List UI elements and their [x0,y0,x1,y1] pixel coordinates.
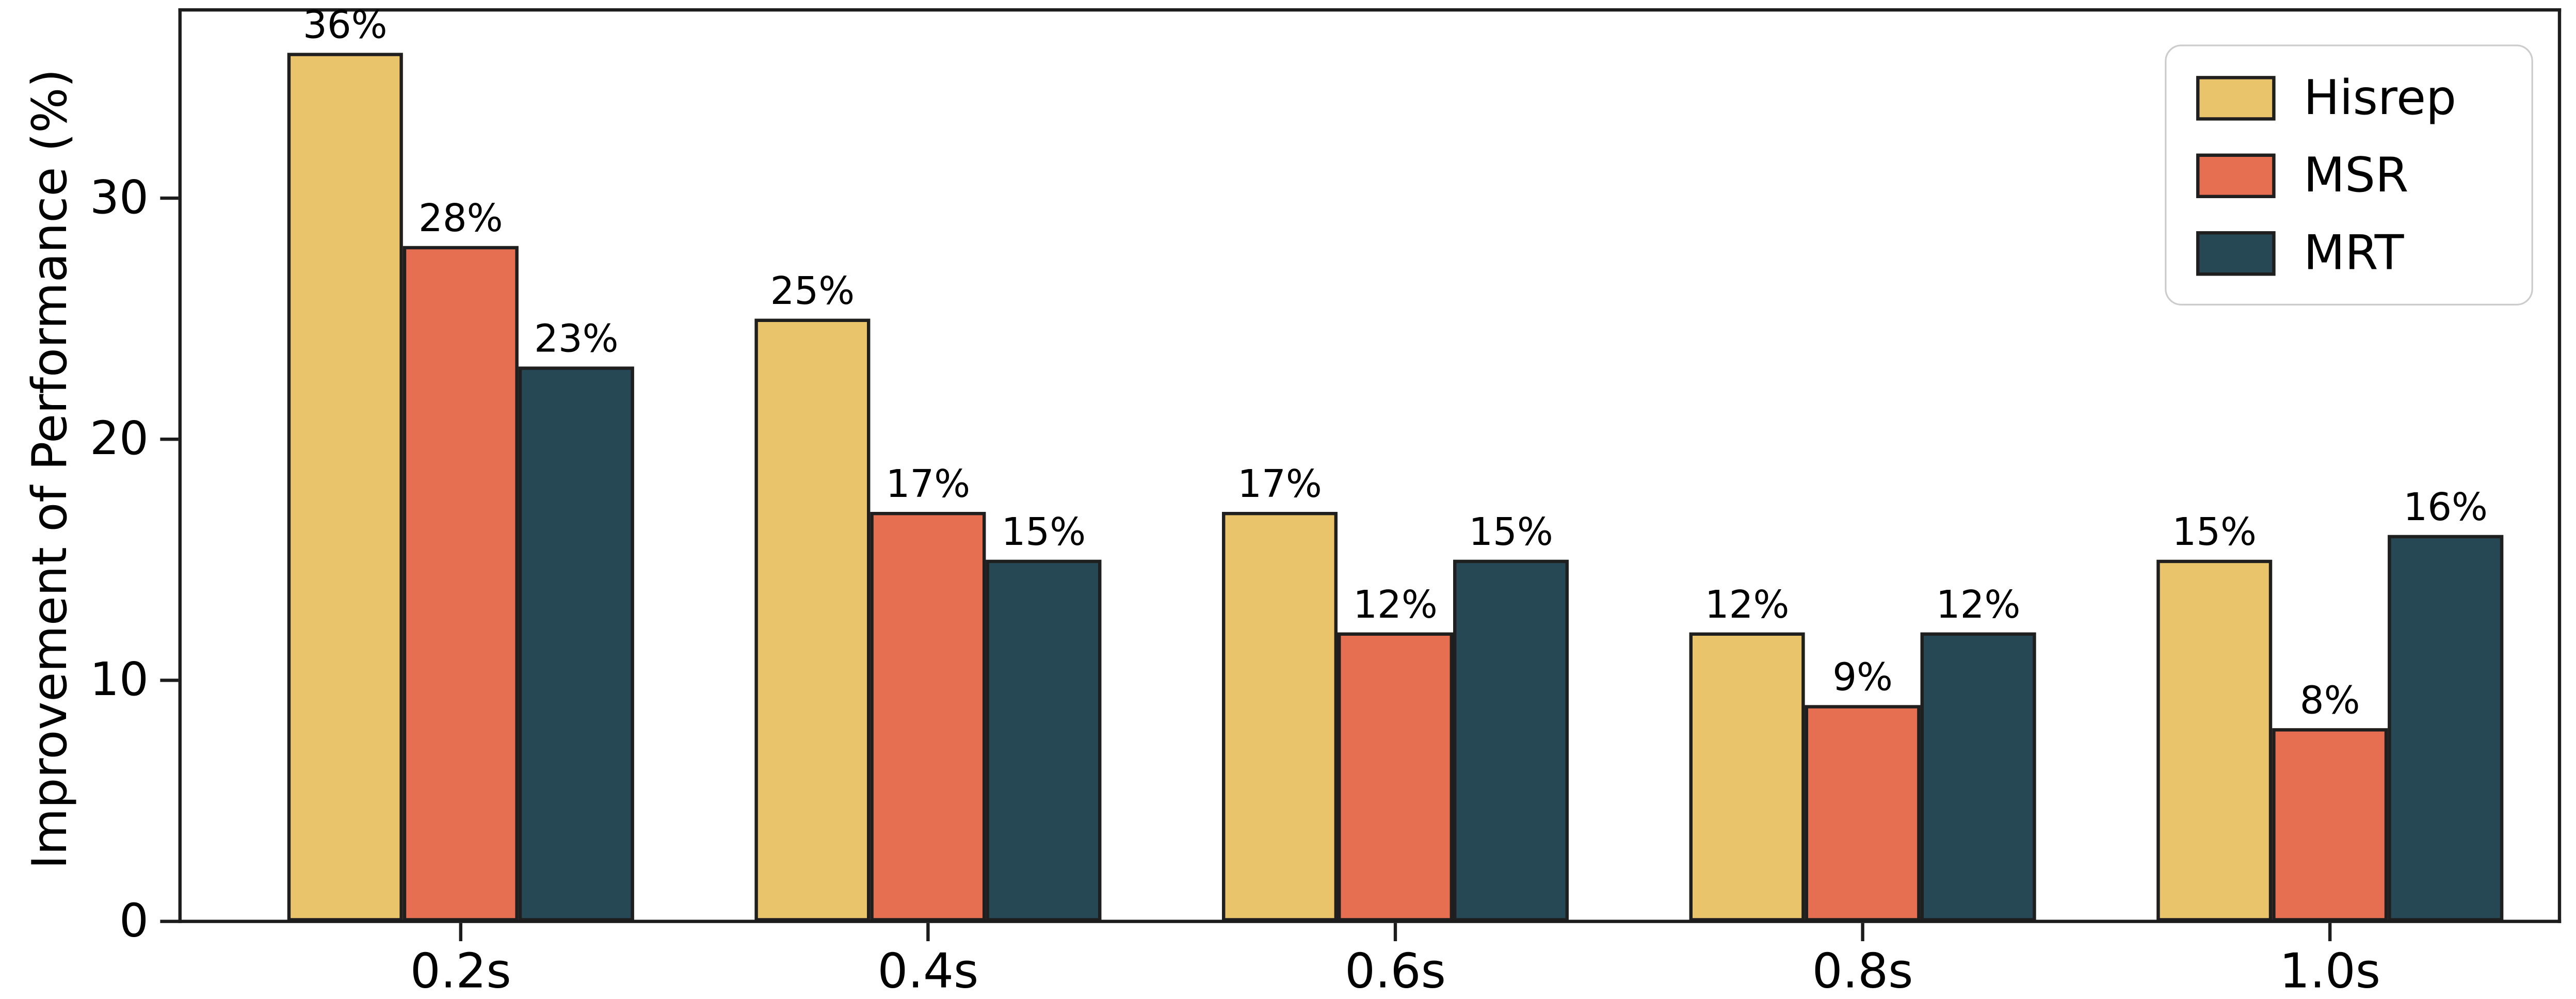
y-tick [160,437,179,441]
legend-item: MRT [2196,226,2502,279]
y-tick-label: 10 [89,652,149,707]
x-tick-label: 1.0s [2279,943,2381,999]
bar-value-label: 15% [1001,511,1086,555]
legend-swatch [2196,75,2276,120]
bar-value-label: 15% [1469,511,1553,555]
x-tick [1860,923,1865,941]
bar-mrt-1.0s [2388,535,2504,922]
bar-hisrep-0.2s [287,53,403,922]
y-axis-title: Improvement of Performance (%) [21,69,78,869]
bar-value-label: 12% [1353,584,1438,627]
y-tick [160,196,179,200]
bar-value-label: 23% [534,319,619,362]
bar-value-label: 8% [2299,680,2360,724]
x-tick [2328,923,2332,941]
bar-hisrep-0.8s [1689,632,1805,922]
x-tick [926,923,930,941]
bar-value-label: 12% [1936,584,2021,627]
y-tick-label: 30 [89,170,149,224]
legend-item: Hisrep [2196,71,2502,124]
bar-msr-0.2s [403,246,519,922]
y-tick-label: 20 [89,411,149,466]
legend-label: Hisrep [2304,69,2457,126]
bar-mrt-0.2s [518,366,634,922]
bar-msr-0.4s [870,511,986,922]
y-tick [160,919,179,924]
bar-value-label: 28% [418,198,503,241]
bar-value-label: 25% [770,270,855,314]
bar-msr-0.6s [1338,632,1453,922]
bar-value-label: 15% [2172,511,2257,555]
spine-left [178,8,183,923]
legend-swatch [2196,153,2276,198]
bar-msr-1.0s [2272,728,2388,922]
bar-hisrep-1.0s [2156,559,2273,922]
x-tick-label: 0.4s [877,943,979,999]
y-tick-label: 0 [119,893,149,948]
bar-value-label: 12% [1704,584,1790,627]
x-tick [1393,923,1397,941]
bar-hisrep-0.6s [1222,511,1338,922]
spine-top [178,8,2562,12]
legend-label: MRT [2304,224,2404,281]
bar-value-label: 16% [2403,488,2488,531]
bar-hisrep-0.4s [754,318,871,922]
bar-mrt-0.4s [986,559,1102,922]
spine-right [2557,8,2562,923]
legend-label: MSR [2304,147,2409,203]
x-tick-label: 0.2s [410,943,511,999]
bar-value-label: 17% [1237,463,1322,507]
bar-value-label: 36% [303,5,388,49]
bar-value-label: 17% [886,463,971,507]
x-tick-label: 0.8s [1812,943,1913,999]
bar-mrt-0.8s [1920,632,2036,922]
x-tick [458,923,463,941]
x-tick-label: 0.6s [1345,943,1446,999]
legend-item: MSR [2196,149,2502,201]
y-tick [160,678,179,683]
legend: Hisrep MSR MRT [2165,44,2533,306]
legend-swatch [2196,230,2276,275]
bar-value-label: 9% [1832,656,1893,700]
spine-bottom [178,919,2562,923]
bar-msr-0.8s [1805,704,1921,922]
